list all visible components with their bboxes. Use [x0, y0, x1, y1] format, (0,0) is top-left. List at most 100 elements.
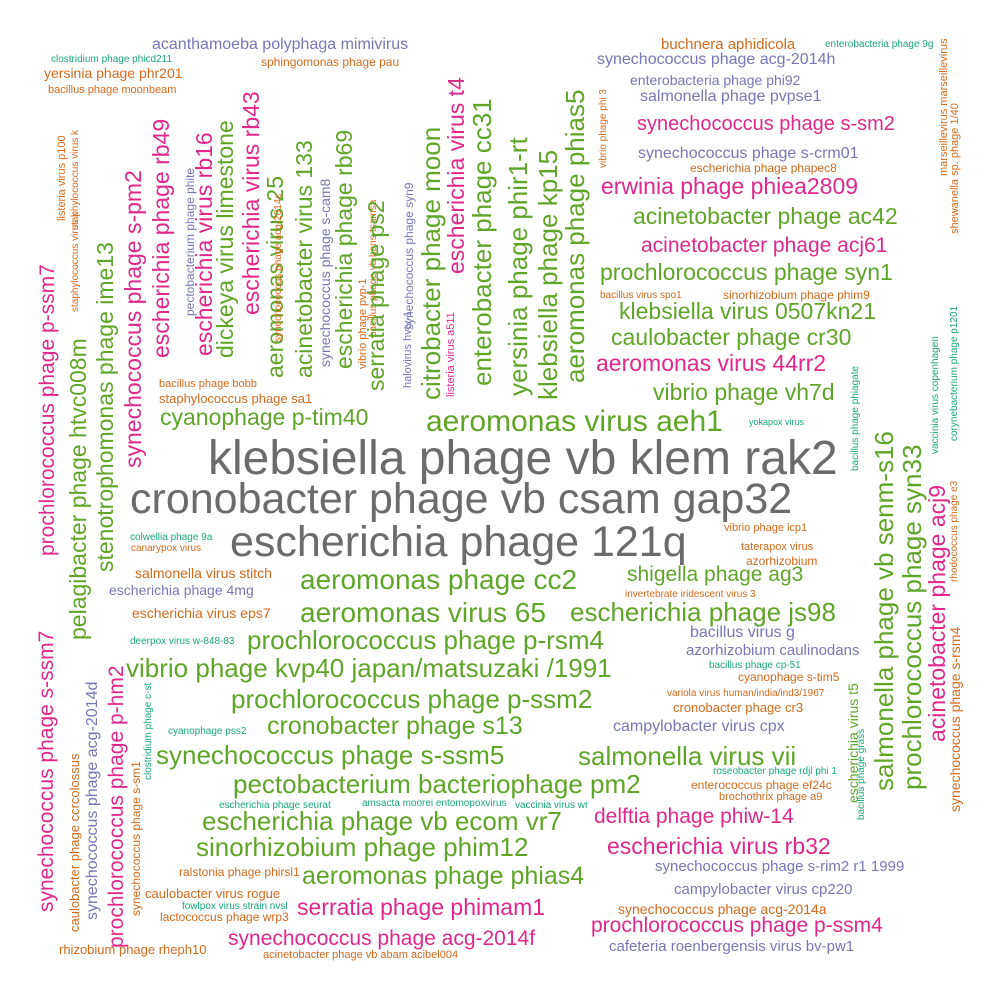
- word: ralstonia phage phirsl1: [179, 865, 300, 879]
- word: salmonella phage vb senm-s16: [869, 431, 899, 791]
- word: aeromonas phage cc2: [300, 564, 578, 595]
- word: enterobacteria phage phi92: [630, 72, 801, 88]
- word: vibrio phage kvp40 japan/matsuzaki /1991: [126, 653, 612, 683]
- word: vibrio phage icp1: [724, 522, 808, 534]
- word: rhodococcus phage e3: [949, 480, 960, 582]
- word: acinetobacter virus 133: [291, 140, 317, 378]
- word: bacillus virus g: [690, 624, 795, 641]
- word: escherichia phage js98: [570, 597, 836, 627]
- word: bacillus phage grass: [856, 728, 867, 820]
- word: prochlorococcus phage p-rsm4: [247, 625, 604, 655]
- word: azorhizobium: [746, 554, 818, 568]
- word: aeromonas phage phias5: [560, 89, 590, 383]
- word: klebsiella phage kp15: [533, 149, 563, 400]
- word: vibrio phage phi 3: [598, 89, 609, 168]
- word: synechococcus phage acg-2014c: [273, 193, 284, 342]
- word: prochlorococcus phage p-ssm2: [231, 684, 593, 714]
- word: vaccinia virus copenhagen: [930, 336, 941, 454]
- word: salmonella virus stitch: [135, 565, 272, 581]
- word: acinetobacter phage vb abam acibel004: [263, 949, 459, 961]
- word: cyanophage s-tim5: [738, 670, 840, 684]
- word: enterobacter phage cc31: [467, 98, 497, 386]
- word: synechococcus phage acg-2014a: [618, 901, 827, 917]
- word: escherichia phage vb ecom vr7: [202, 806, 562, 836]
- word: synechococcus phage acg-2014d: [84, 681, 101, 920]
- word: caulobacter phage ccrcolossus: [67, 753, 82, 933]
- word: pectobacterium bacteriophage pm2: [233, 769, 641, 799]
- word: escherichia virus rb32: [607, 833, 831, 859]
- word: escherichia phage phapec8: [690, 161, 837, 175]
- word: klebsiella phage vb klem rak2: [208, 432, 838, 485]
- word: pelagibacter phage htvc008m: [65, 338, 91, 640]
- word: bacillus phage cp-51: [709, 660, 801, 671]
- word: acinetobacter phage ac42: [633, 203, 898, 229]
- word: variola virus human/india/ind3/1967: [667, 688, 825, 699]
- word: synechococcus phage s-sm1: [129, 761, 143, 916]
- word: prochlorococcus phage syn1: [600, 259, 893, 285]
- word: acinetobacter phage acj9: [924, 484, 950, 742]
- word: citrobacter phage moon: [416, 126, 446, 400]
- word: escherichia virus rb43: [238, 91, 264, 315]
- word: canarypox virus: [131, 543, 202, 554]
- word: campylobacter virus cpx: [613, 718, 785, 735]
- word: sinorhizobium phage phim12: [196, 832, 529, 862]
- word: roseobacter phage rdjl phi 1: [713, 766, 837, 777]
- word: serratia phage ps2: [363, 200, 389, 391]
- word: synechococcus phage s-cam8: [317, 178, 333, 367]
- word: synechococcus phage s-sm2: [637, 113, 895, 135]
- word: synechococcus phage syn9: [402, 182, 416, 330]
- word: rhizobium phage rheph10: [59, 942, 207, 957]
- word: erwinia phage phiea2809: [601, 173, 859, 199]
- word: clostridium phage c-st: [143, 682, 154, 780]
- word: sinorhizobium phage phim9: [723, 288, 870, 302]
- word: vibrio phage vh7d: [653, 379, 835, 405]
- word: staphylococcus phage sa1: [159, 391, 313, 406]
- word: staphylococcus virus k: [70, 211, 81, 312]
- word: amsacta moorei entomopoxvirus: [362, 798, 507, 809]
- word: corynebacterium phage p1201: [949, 305, 960, 441]
- word: sphingomonas phage pau: [261, 55, 400, 69]
- word: yersinia phage phr201: [44, 65, 183, 81]
- word: salmonella virus vii: [578, 741, 797, 771]
- word: bacillus phage moonbeam: [48, 84, 177, 96]
- word: synechococcus phage acg-2014f: [228, 927, 536, 950]
- word: azorhizobium caulinodans: [686, 642, 860, 659]
- word: aeromonas virus 44rr2: [596, 350, 827, 376]
- word: aeromonas phage phias4: [302, 862, 585, 890]
- word: synechococcus phage acg-2014h: [597, 51, 836, 68]
- word: yersinia phage phir1-rt: [503, 137, 533, 396]
- word: escherichia phage seurat: [219, 800, 331, 811]
- word: prochlorococcus phage p-hm2: [105, 665, 128, 949]
- word: aeromonas virus aeh1: [426, 405, 723, 438]
- word: synechococcus phage s-ssm7: [35, 630, 58, 912]
- word: enterobacteria phage 9g: [825, 39, 934, 50]
- word: escherichia phage 121q: [230, 518, 687, 566]
- word: shigella phage ag3: [627, 563, 804, 586]
- word: shewanella sp. phage 1/40: [949, 103, 961, 234]
- word: escherichia phage rb69: [331, 129, 357, 369]
- word: aeromonas virus 65: [300, 597, 546, 628]
- word: synechococcus phage s-rim2 r1 1999: [655, 858, 905, 875]
- word: salmonella phage pvpse1: [640, 88, 822, 105]
- word: prochlorococcus phage syn33: [897, 444, 927, 790]
- word: brochothrix phage a9: [719, 791, 823, 803]
- word: cyanophage pss2: [168, 726, 247, 737]
- word: vaccinia virus wr: [515, 800, 589, 811]
- word: fowlpox virus strain nvsl: [182, 901, 288, 912]
- word: campylobacter virus cp220: [674, 881, 853, 898]
- word: invertebrate iridescent virus 3: [625, 589, 756, 600]
- word: cronobacter phage s13: [267, 712, 523, 740]
- word: bacillus virus spo1: [600, 290, 682, 301]
- word: cronobacter phage vb csam gap32: [130, 475, 793, 523]
- word: colwellia phage 9a: [130, 532, 213, 543]
- word: synechococcus phage s-rsm4: [947, 626, 963, 812]
- word: lactococcus phage wrp3: [160, 910, 289, 924]
- word: listeria virus p100: [56, 135, 68, 221]
- word: stenotrophomonas phage ime13: [92, 242, 118, 572]
- word: acinetobacter phage acj61: [641, 234, 888, 257]
- word: caulobacter phage cr30: [611, 324, 852, 350]
- word: listeria virus a511: [445, 312, 457, 397]
- word: acanthamoeba polyphaga mimivirus: [152, 36, 409, 53]
- word: escherichia phage 4mg: [109, 582, 254, 598]
